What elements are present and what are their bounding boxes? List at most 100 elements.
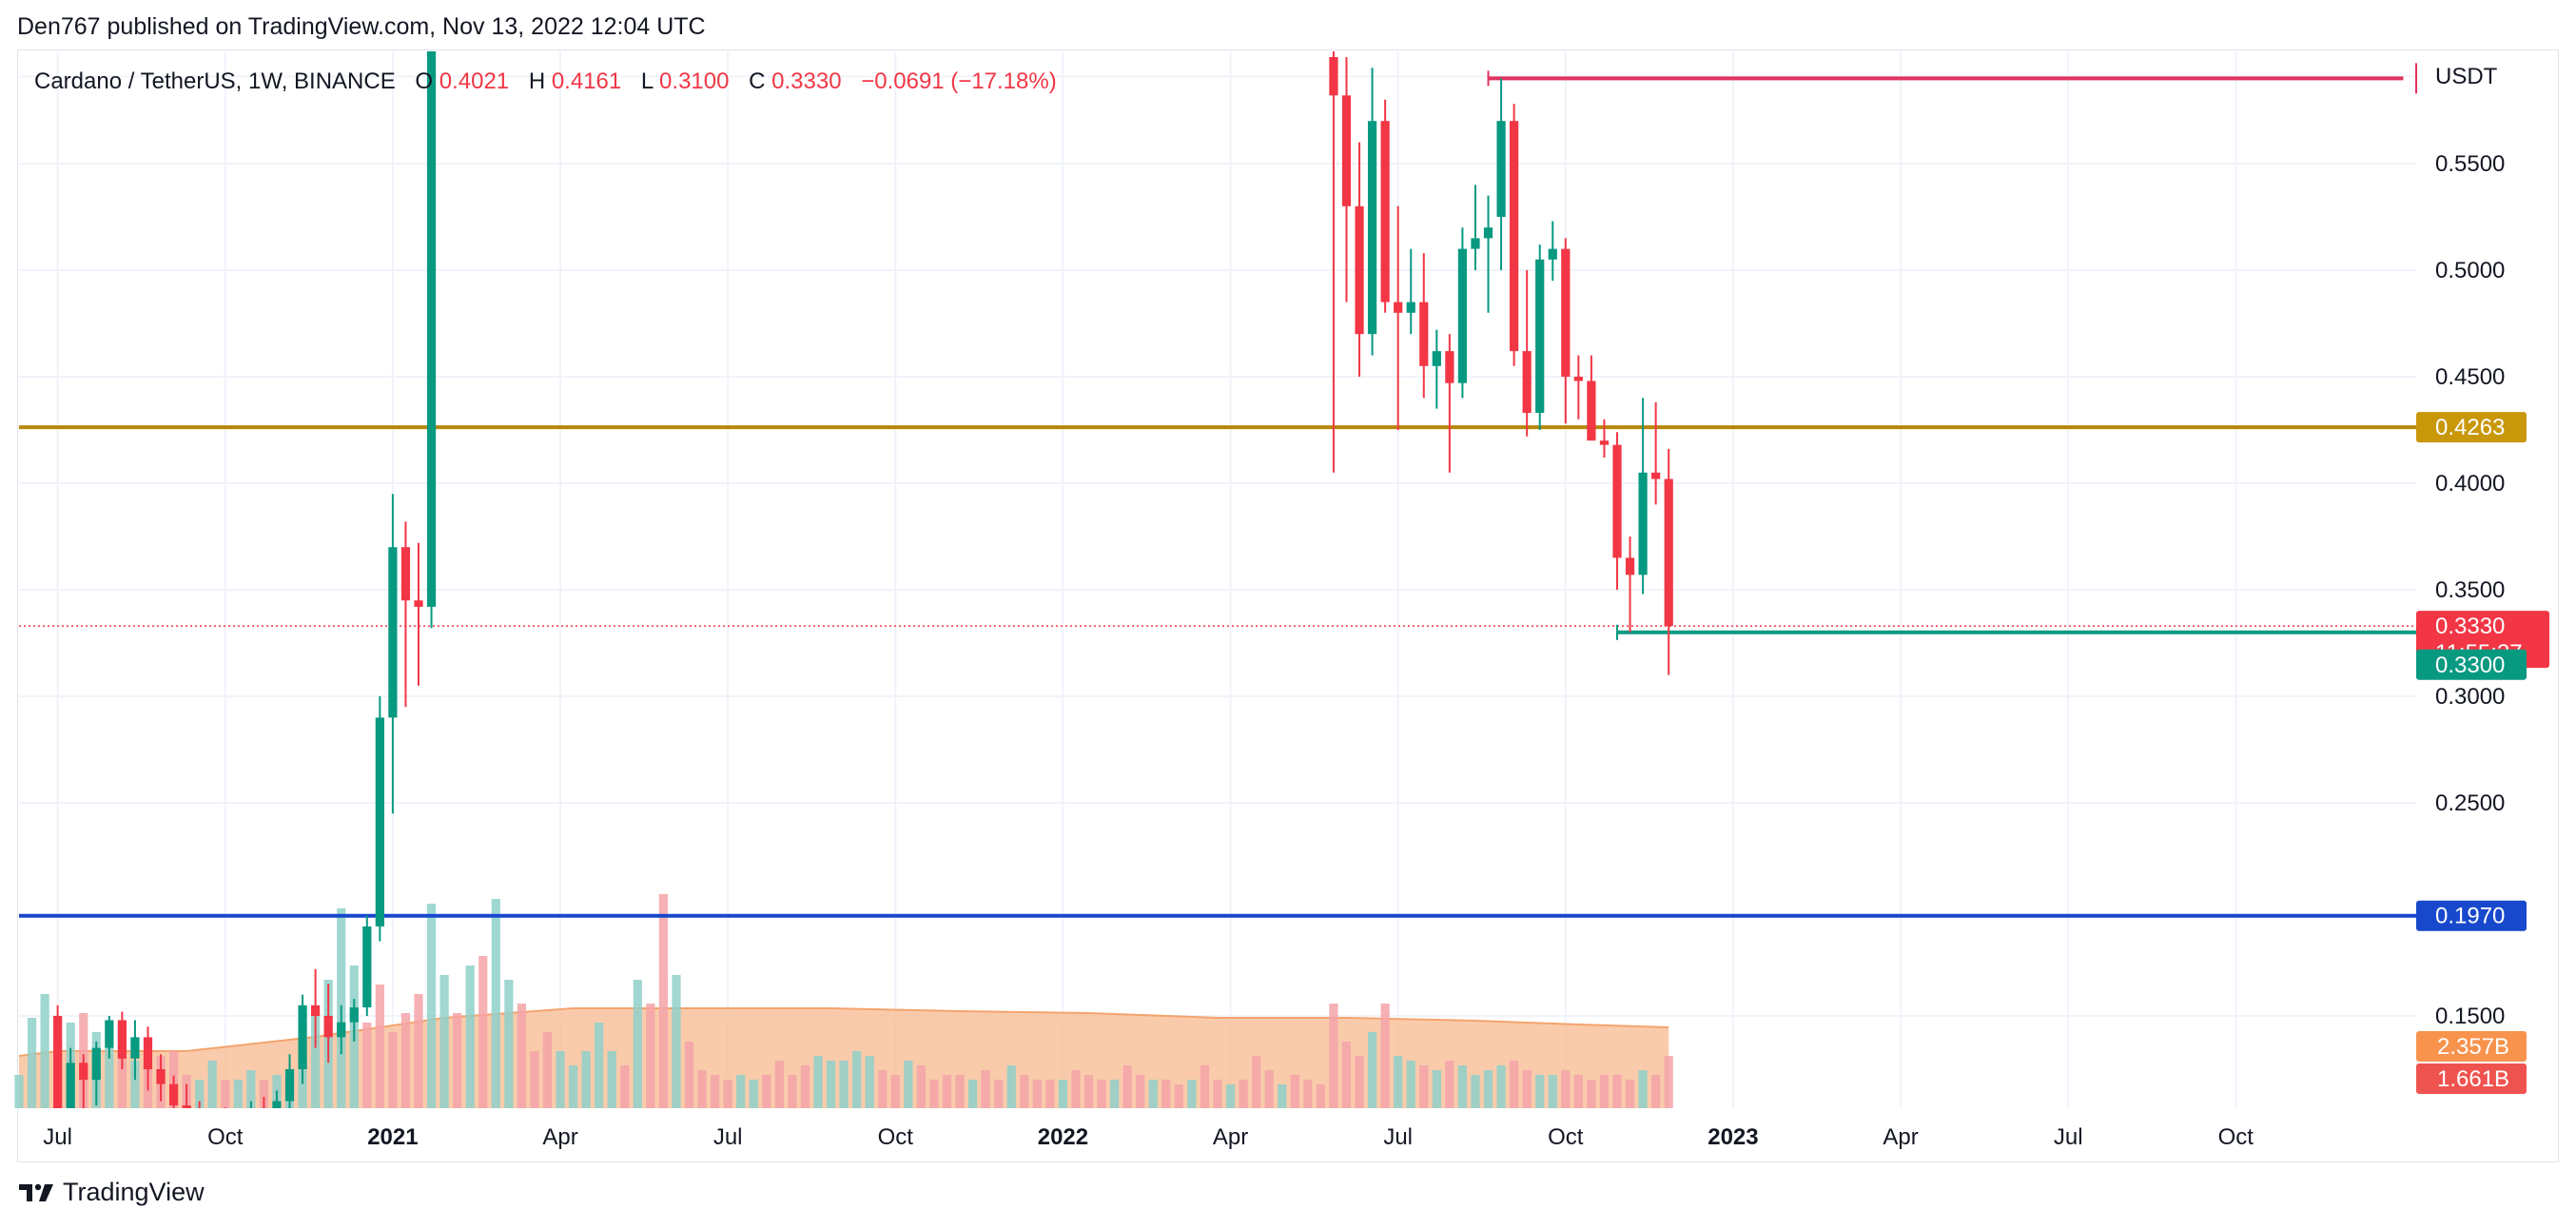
legend-c-label: C (749, 68, 765, 94)
legend-l-label: L (641, 68, 654, 94)
volume-bar (1187, 1080, 1197, 1108)
candle-body (1380, 121, 1390, 302)
candle-body (1445, 351, 1454, 383)
volume-bar (967, 1080, 978, 1108)
volume-bar (453, 1013, 462, 1108)
volume-bar (904, 1061, 913, 1108)
price-axis: 0.5500 0.5000 0.4500 0.4000 0.3500 0.3000 0.25… (2435, 151, 2505, 1029)
volume-bar (1445, 1061, 1454, 1108)
volume-bar (1341, 1042, 1352, 1108)
volume-bar (556, 1051, 565, 1108)
volume-bar (929, 1080, 939, 1108)
volume-bar (259, 1080, 269, 1108)
volume-bar (723, 1080, 732, 1108)
volume-bar (1264, 1070, 1274, 1108)
volume-bar (916, 1065, 926, 1108)
price-tag-label: 0.3300 (2435, 653, 2505, 678)
volume-bar (1239, 1080, 1248, 1108)
time-tick-label: Apr (1213, 1124, 1248, 1150)
candle-body (1510, 121, 1519, 352)
time-tick-label: 2023 (1708, 1124, 1758, 1150)
volume-bar (1510, 1061, 1519, 1108)
candle-body (1367, 121, 1377, 335)
volume-bar (311, 1013, 321, 1108)
candle-body (195, 1114, 204, 1124)
chart-panel[interactable] (17, 49, 2559, 1162)
candle-body (388, 547, 398, 718)
volume-bar (1548, 1075, 1557, 1108)
price-tick-label: 0.3500 (2435, 577, 2505, 603)
volume-bar (1638, 1070, 1648, 1108)
legend-h-label: H (529, 68, 545, 94)
price-tick-label: 0.4500 (2435, 364, 2505, 390)
candle-body (414, 600, 423, 607)
volume-bar (27, 1018, 37, 1108)
footer-brand[interactable]: TradingView (17, 1178, 205, 1207)
volume-bar (40, 994, 49, 1108)
candle-body (1496, 121, 1506, 217)
candle-body (156, 1069, 166, 1084)
volume-tag-bg (2416, 1031, 2527, 1062)
volume-bar (1664, 1056, 1673, 1108)
volume-bar (852, 1051, 862, 1108)
volume-bar (414, 994, 423, 1108)
legend-c-value: 0.3330 (771, 68, 841, 94)
candle-body (246, 1114, 255, 1118)
candle-body (1355, 205, 1364, 335)
volume-bar (878, 1070, 888, 1108)
candle-body (1625, 557, 1635, 575)
volume-bar (1032, 1080, 1042, 1108)
volume-bar (233, 1080, 243, 1108)
volume-bar (439, 975, 449, 1108)
volume-bar (646, 1004, 655, 1108)
volume-bar (1058, 1080, 1068, 1108)
price-labels: 0.42630.333011:55:370.33000.19702.357B1.… (2416, 412, 2549, 1094)
volume-bar (697, 1070, 707, 1108)
candle-body (311, 1005, 321, 1016)
volume-bar (362, 1023, 372, 1108)
candle-body (1341, 95, 1352, 206)
candle-body (130, 1037, 140, 1059)
volume-bar (195, 1080, 205, 1108)
volume-bar (774, 1061, 784, 1108)
candle-body (337, 1022, 346, 1038)
volume-bar (1006, 1065, 1016, 1108)
volume-bar (1020, 1075, 1029, 1108)
volume-bar (1522, 1070, 1532, 1108)
volume-ma-line (18, 1007, 1669, 1057)
candle-body (1664, 478, 1673, 627)
volume-bar (1174, 1084, 1183, 1108)
candle-body (117, 1020, 127, 1059)
volume-bar (581, 1051, 591, 1108)
volume-bar (620, 1065, 630, 1108)
candle-body (1457, 248, 1468, 383)
volume-bar (800, 1065, 810, 1108)
volume-bar (1097, 1080, 1106, 1108)
candle-body (143, 1037, 153, 1069)
footer-brand-label: TradingView (63, 1178, 205, 1206)
price-chart[interactable]: 0.5500 0.5000 0.4500 0.4000 0.3500 0.3000 0.25… (0, 0, 2576, 1170)
candle-body (362, 926, 372, 1008)
candles-series (53, 51, 1673, 1124)
volume-bar (711, 1075, 720, 1108)
volume-tag-bg (2416, 1063, 2527, 1094)
time-tick-label: Oct (2218, 1124, 2254, 1150)
candle-body (1587, 380, 1596, 441)
volume-bar (1419, 1065, 1429, 1108)
candle-body (298, 1005, 307, 1069)
candle-body (1548, 248, 1557, 260)
volume-bar (542, 1032, 553, 1108)
volume-bar (788, 1075, 797, 1108)
volume-bar (426, 904, 437, 1108)
volume-bar (865, 1056, 874, 1108)
volume-bar (504, 980, 514, 1108)
volume-bar (207, 1061, 217, 1108)
volume-bar (1136, 1075, 1145, 1108)
legend-l-value: 0.3100 (659, 68, 729, 94)
volume-bar (1200, 1065, 1210, 1108)
volume-bar (14, 1075, 24, 1108)
candle-body (1561, 248, 1571, 377)
candle-body (53, 1016, 63, 1108)
volume-bar (1457, 1065, 1468, 1108)
volume-bar (762, 1075, 771, 1108)
